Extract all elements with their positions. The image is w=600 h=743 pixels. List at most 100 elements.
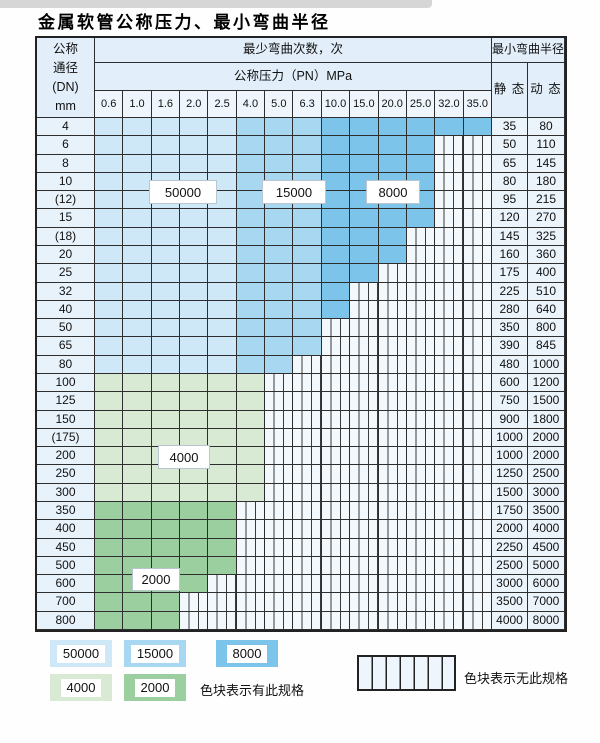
no-spec-cell [378, 502, 407, 521]
no-spec-cell [463, 410, 492, 429]
spec-cell [236, 447, 266, 466]
spec-cell [236, 172, 266, 192]
no-spec-cell [435, 337, 464, 356]
spec-cell [151, 300, 181, 320]
spec-cell [95, 227, 124, 246]
no-spec-cell [463, 556, 492, 576]
spec-cell [123, 538, 152, 557]
cell-static: 750 [492, 392, 528, 411]
header-nominal-pressure: 公称压力（PN）MPa [95, 63, 492, 91]
no-spec-cell [293, 392, 322, 411]
spec-cell [236, 246, 266, 265]
no-spec-cell [463, 502, 492, 521]
cell-static: 280 [492, 300, 528, 320]
spec-cell [151, 209, 181, 228]
spec-cell [406, 136, 436, 155]
spec-cell [123, 172, 152, 192]
header-dn-line: (DN) [52, 79, 79, 94]
spec-cell [435, 118, 464, 137]
spec-cell [123, 593, 152, 612]
no-spec-cell [350, 538, 379, 557]
spec-cell [378, 227, 407, 246]
spec-cell [321, 209, 351, 228]
spec-cell [321, 246, 351, 265]
no-spec-cell [293, 538, 322, 557]
spec-cell [123, 483, 152, 502]
legend-note-has-spec: 色块表示有此规格 [200, 683, 305, 698]
cell-dynamic: 180 [528, 172, 565, 192]
cell-dynamic: 800 [528, 319, 565, 338]
no-spec-cell [321, 556, 351, 576]
spec-cell [236, 136, 266, 155]
cell-dn: 500 [37, 556, 95, 576]
spec-cell [151, 593, 181, 612]
no-spec-cell [406, 556, 436, 576]
no-spec-cell [463, 227, 492, 246]
no-spec-cell [350, 392, 379, 411]
spec-cell [265, 118, 294, 137]
spec-cell [208, 355, 237, 374]
spec-cell [151, 502, 181, 521]
cell-dn: 20 [37, 246, 95, 265]
spec-cell [95, 483, 124, 502]
no-spec-cell [321, 319, 351, 338]
no-spec-cell [265, 593, 294, 612]
no-spec-cell [463, 300, 492, 320]
no-spec-cell [350, 447, 379, 466]
no-spec-cell [180, 611, 209, 630]
no-spec-cell [435, 172, 464, 192]
spec-cell [123, 465, 152, 484]
cell-dynamic: 7000 [528, 593, 565, 612]
cell-static: 35 [492, 118, 528, 137]
cell-dn: 25 [37, 264, 95, 283]
cell-dynamic: 845 [528, 337, 565, 356]
spec-cell [95, 172, 124, 192]
spec-cell [208, 538, 237, 557]
spec-cell [265, 264, 294, 283]
spec-cell [236, 374, 266, 393]
legend-swatch-label: 50000 [56, 644, 106, 663]
no-spec-cell [406, 538, 436, 557]
spec-cell [236, 483, 266, 502]
spec-cell [180, 319, 209, 338]
spec-cell [95, 300, 124, 320]
no-spec-cell [435, 575, 464, 594]
no-spec-cell [378, 538, 407, 557]
no-spec-cell [350, 575, 379, 594]
no-spec-cell [378, 593, 407, 612]
spec-cell [95, 282, 124, 301]
no-spec-cell [435, 300, 464, 320]
cycle-count-label-4000: 4000 [158, 445, 210, 469]
no-spec-cell [293, 374, 322, 393]
spec-cell [265, 246, 294, 265]
no-spec-cell [463, 154, 492, 173]
spec-cell [151, 337, 181, 356]
no-spec-cell [378, 319, 407, 338]
spec-cell [151, 392, 181, 411]
spec-cell [208, 556, 237, 576]
no-spec-cell [321, 611, 351, 630]
cell-dn: 450 [37, 538, 95, 557]
no-spec-cell [350, 611, 379, 630]
no-spec-cell [180, 593, 209, 612]
spec-cell [95, 118, 124, 137]
no-spec-cell [378, 465, 407, 484]
spec-cell [265, 227, 294, 246]
spec-cell [95, 447, 124, 466]
spec-cell [208, 465, 237, 484]
spec-cell [95, 611, 124, 630]
spec-cell [123, 136, 152, 155]
spec-cell [350, 209, 379, 228]
no-spec-cell [378, 447, 407, 466]
spec-cell [95, 520, 124, 539]
cell-static: 1500 [492, 483, 528, 502]
no-spec-cell [293, 447, 322, 466]
spec-cell [208, 136, 237, 155]
cell-dynamic: 1200 [528, 374, 565, 393]
spec-cell [180, 337, 209, 356]
spec-cell [208, 282, 237, 301]
spec-cell [180, 282, 209, 301]
spec-cell [463, 118, 492, 137]
cell-static: 50 [492, 136, 528, 155]
cell-static: 175 [492, 264, 528, 283]
